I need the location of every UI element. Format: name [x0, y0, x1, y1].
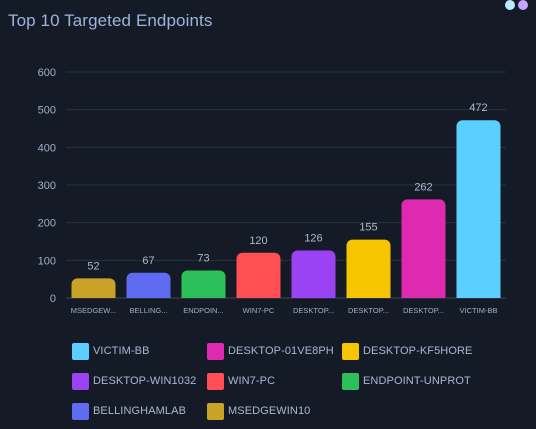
- y-tick-label: 600: [38, 67, 56, 79]
- bar[interactable]: [181, 270, 226, 298]
- y-tick-label: 0: [50, 293, 56, 305]
- legend-label: DESKTOP-WIN1032: [93, 375, 197, 387]
- bar-base: [346, 292, 391, 298]
- legend-swatch: [72, 402, 89, 420]
- legend-swatch: [342, 372, 359, 390]
- data-label: 262: [414, 181, 432, 193]
- bar-base: [181, 292, 226, 298]
- legend-swatch: [342, 342, 359, 360]
- legend-label: DESKTOP-KF5HORE: [363, 345, 473, 357]
- data-label: 67: [142, 255, 154, 267]
- legend-label: BELLINGHAMLAB: [93, 405, 187, 417]
- legend-item[interactable]: ENDPOINT-UNPROT: [342, 372, 477, 390]
- data-label: 472: [469, 102, 487, 114]
- bar-base: [456, 292, 501, 298]
- legend-swatch: [207, 342, 224, 360]
- bar[interactable]: [126, 272, 171, 298]
- y-tick-label: 400: [38, 142, 56, 154]
- bar[interactable]: [236, 252, 281, 298]
- bar-base: [401, 292, 446, 298]
- x-tick-label: MSEDGEW...: [71, 306, 116, 315]
- legend-item[interactable]: DESKTOP-01VE8PH: [207, 342, 342, 360]
- data-label: 126: [304, 233, 322, 245]
- data-label: 155: [359, 222, 377, 234]
- bar-base: [291, 292, 336, 298]
- y-tick-label: 100: [38, 255, 56, 267]
- bar[interactable]: [401, 199, 446, 298]
- data-label: 73: [197, 253, 209, 265]
- bar-base: [126, 292, 171, 298]
- legend-item[interactable]: DESKTOP-KF5HORE: [342, 342, 477, 360]
- x-tick-label: BELLING...: [130, 306, 168, 315]
- bar[interactable]: [456, 120, 501, 298]
- expand-icon[interactable]: [518, 0, 528, 10]
- bar-chart: 0 100 200 300 400 500 600 52 MSEDGEW... 67 BELLING…: [38, 67, 506, 315]
- legend-swatch: [72, 342, 89, 360]
- bar-base: [71, 292, 116, 298]
- legend-label: VICTIM-BB: [93, 345, 150, 357]
- x-tick-label: DESKTOP...: [348, 306, 389, 315]
- data-label: 52: [87, 260, 99, 272]
- bar[interactable]: [346, 239, 391, 298]
- y-tick-label: 200: [38, 218, 56, 230]
- legend-swatch: [207, 402, 224, 420]
- y-tick-label: 500: [38, 105, 56, 117]
- bar-base: [236, 292, 281, 298]
- x-tick-label: DESKTOP...: [403, 306, 444, 315]
- legend-item[interactable]: MSEDGEWIN10: [207, 402, 342, 420]
- x-tick-label: DESKTOP...: [293, 306, 334, 315]
- bar[interactable]: [291, 250, 336, 298]
- legend-label: DESKTOP-01VE8PH: [228, 345, 334, 357]
- y-tick-label: 300: [38, 180, 56, 192]
- legend-item[interactable]: WIN7-PC: [207, 372, 342, 390]
- chart-legend: VICTIM-BB DESKTOP-01VE8PH DESKTOP-KF5HORE D…: [72, 342, 532, 420]
- x-tick-label: ENDPOIN...: [183, 306, 223, 315]
- legend-item[interactable]: DESKTOP-WIN1032: [72, 372, 207, 390]
- x-tick-label: VICTIM-BB: [460, 306, 498, 315]
- x-tick-label: WIN7-PC: [243, 306, 275, 315]
- legend-swatch: [72, 372, 89, 390]
- legend-label: MSEDGEWIN10: [228, 405, 311, 417]
- legend-label: WIN7-PC: [228, 375, 276, 387]
- chart-title: Top 10 Targeted Endpoints: [8, 11, 213, 30]
- info-icon[interactable]: [505, 0, 515, 10]
- legend-swatch: [207, 372, 224, 390]
- legend-item[interactable]: VICTIM-BB: [72, 342, 207, 360]
- data-label: 120: [249, 235, 267, 247]
- legend-item[interactable]: BELLINGHAMLAB: [72, 402, 207, 420]
- widget-icons: [505, 0, 528, 10]
- legend-label: ENDPOINT-UNPROT: [363, 375, 471, 387]
